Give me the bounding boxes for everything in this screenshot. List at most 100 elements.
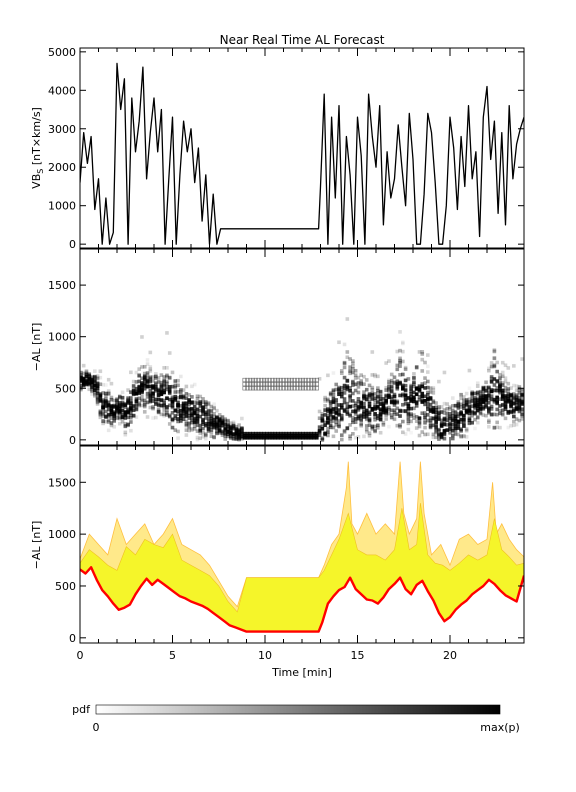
- pdf-cell: [184, 396, 189, 400]
- pdf-cell: [512, 394, 516, 399]
- pdf-cell: [167, 391, 172, 395]
- pdf-cell: [414, 365, 419, 370]
- pdf-cell: [364, 424, 369, 428]
- pdf-cell: [412, 390, 416, 395]
- pdf-cell: [417, 389, 422, 394]
- pdf-cell: [453, 414, 458, 419]
- pdf-cell: [378, 415, 383, 420]
- vbs-series-line: [80, 62, 524, 245]
- pdf-cell: [179, 413, 183, 417]
- pdf-cell: [80, 372, 83, 377]
- pdf-cell: [423, 420, 427, 425]
- pdf-cell: [170, 395, 175, 400]
- pdf-cell: [137, 403, 141, 408]
- pdf-cell: [514, 422, 519, 427]
- pdf-cell: [506, 411, 511, 415]
- pdf-cell: [348, 369, 352, 373]
- pdf-cell: [328, 400, 333, 404]
- pdf-cell: [364, 412, 369, 416]
- pdf-cell: [342, 360, 347, 365]
- pdf-cell: [179, 392, 183, 397]
- pdf-cell: [181, 414, 186, 419]
- pdf-cell: [373, 392, 377, 396]
- pdf-cell: [467, 405, 472, 410]
- y-tick-label: 0: [69, 632, 76, 645]
- pdf-cell: [184, 419, 189, 424]
- pdf-cell: [195, 419, 200, 423]
- pdf-cell: [373, 424, 377, 429]
- pdf-cell: [192, 427, 197, 431]
- pdf-cell: [398, 356, 402, 361]
- pdf-cell: [253, 435, 258, 440]
- pdf-cell: [503, 376, 508, 380]
- pdf-cell: [311, 382, 317, 387]
- pdf-cell: [170, 399, 175, 404]
- pdf-cell: [112, 403, 117, 408]
- pdf-cell: [278, 377, 283, 383]
- pdf-cell: [326, 373, 330, 378]
- pdf-cell: [154, 376, 158, 381]
- pdf-cell: [342, 400, 347, 405]
- pdf-cell: [123, 422, 128, 426]
- pdf-cell: [478, 407, 483, 412]
- pdf-cell: [348, 395, 352, 399]
- pdf-cell: [434, 435, 438, 440]
- pdf-cell: [492, 399, 497, 404]
- pdf-cell: [431, 432, 436, 437]
- pdf-cell: [234, 428, 239, 433]
- pdf-cell: [506, 381, 511, 386]
- y-tick-label: 500: [55, 382, 76, 395]
- pdf-cell: [142, 364, 147, 369]
- pdf-cell: [187, 416, 191, 420]
- pdf-cell: [170, 397, 175, 402]
- pdf-cell: [295, 377, 300, 383]
- pdf-cell: [439, 434, 444, 439]
- pdf-cell: [401, 393, 405, 398]
- pdf-cell: [179, 408, 183, 413]
- pdf-cell: [323, 395, 327, 400]
- pdf-cell: [362, 396, 366, 401]
- pdf-cell: [373, 428, 377, 433]
- pdf-cell: [351, 379, 355, 384]
- pdf-cell: [473, 404, 477, 409]
- pdf-cell: [420, 399, 425, 403]
- pdf-cell: [464, 408, 469, 413]
- pdf-cell: [387, 386, 391, 391]
- pdf-cell: [500, 388, 505, 393]
- pdf-cell: [448, 411, 452, 416]
- pdf-cell: [176, 389, 180, 394]
- pdf-cell: [337, 389, 341, 393]
- pdf-cell: [337, 413, 341, 417]
- pdf-cell: [242, 435, 247, 440]
- pdf-cell: [448, 414, 452, 419]
- pdf-cell: [251, 435, 255, 440]
- pdf-cell: [226, 430, 230, 435]
- pdf-cell: [503, 363, 508, 368]
- pdf-cell: [109, 408, 114, 412]
- pdf-cell: [334, 382, 339, 387]
- pdf-cell: [217, 420, 222, 425]
- pdf-cell: [301, 433, 305, 438]
- pdf-cell: [93, 392, 97, 397]
- pdf-cell: [470, 404, 474, 408]
- pdf-cell: [398, 409, 402, 414]
- pdf-cell: [184, 423, 189, 428]
- pdf-cell: [104, 409, 108, 414]
- pdf-cell: [512, 410, 516, 414]
- pdf-cell: [301, 435, 305, 440]
- pdf-cell: [253, 431, 258, 436]
- pdf-cell: [362, 405, 366, 410]
- pdf-cell: [215, 431, 219, 436]
- pdf-cell: [406, 412, 411, 416]
- pdf-cell: [98, 415, 103, 420]
- pdf-cell: [498, 387, 502, 391]
- pdf-cell: [353, 408, 358, 412]
- pdf-cell: [290, 433, 294, 438]
- pdf-cell: [98, 399, 103, 403]
- pdf-cell: [495, 398, 499, 403]
- pdf-cell: [98, 392, 103, 396]
- pdf-cell: [506, 386, 511, 391]
- pdf-cell: [489, 397, 494, 401]
- pdf-cell: [367, 423, 372, 427]
- pdf-cell: [209, 409, 214, 414]
